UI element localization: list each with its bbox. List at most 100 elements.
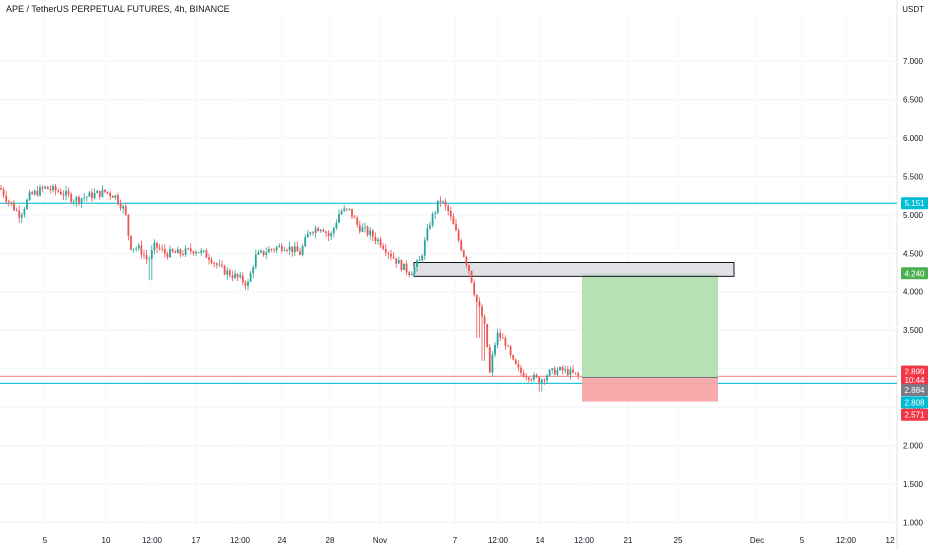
- candle-body: [62, 194, 65, 196]
- candle-body: [330, 233, 333, 237]
- candle-body: [343, 208, 346, 212]
- candle-body: [514, 359, 517, 365]
- candle-body: [109, 192, 112, 197]
- candle-body: [33, 190, 36, 195]
- price-tag-label: 5.151: [904, 199, 925, 208]
- candle-body: [174, 251, 177, 254]
- candle-body: [130, 235, 132, 250]
- candle-body: [416, 260, 418, 267]
- price-tag-label: 4.240: [904, 269, 925, 278]
- candle-body: [314, 228, 317, 234]
- candle-body: [457, 230, 460, 241]
- candle-body: [15, 210, 18, 212]
- candle-body: [483, 316, 486, 325]
- candle-body: [163, 248, 166, 254]
- candle-body: [488, 347, 491, 373]
- candle-body: [509, 346, 512, 355]
- candle-body: [325, 231, 327, 233]
- y-tick-label: 1.000: [903, 518, 924, 527]
- candle-body: [52, 186, 54, 191]
- candle-body: [379, 239, 382, 246]
- candle-body: [18, 210, 21, 218]
- candle-body: [189, 248, 192, 252]
- candle-body: [577, 373, 580, 376]
- candle-body: [520, 367, 522, 374]
- candle-body: [75, 197, 78, 202]
- candle-body: [26, 199, 28, 210]
- candle-body: [431, 213, 434, 226]
- candle-body: [408, 272, 411, 276]
- candle-body: [236, 273, 239, 278]
- candle-body: [387, 252, 390, 254]
- candle-body: [296, 246, 299, 252]
- candle-body: [468, 264, 470, 271]
- candle-body: [501, 337, 504, 339]
- candle-body: [327, 232, 330, 237]
- y-tick-label: 7.000: [903, 57, 924, 66]
- candle-body: [39, 187, 41, 196]
- candle-body: [65, 190, 67, 196]
- candle-body: [114, 195, 117, 198]
- candle-body: [413, 266, 416, 274]
- x-tick-label: Nov: [373, 536, 387, 545]
- candle-body: [291, 246, 294, 253]
- stop-zone: [582, 377, 718, 402]
- candle-body: [527, 377, 530, 380]
- currency-label: USDT: [902, 5, 924, 14]
- candle-body: [278, 245, 281, 248]
- candle-body: [533, 374, 535, 380]
- x-tick-label: 21: [624, 536, 633, 545]
- candle-body: [301, 246, 304, 255]
- zones: [413, 262, 735, 402]
- candle-body: [262, 250, 265, 255]
- candle-body: [265, 252, 268, 255]
- candle-body: [481, 306, 483, 317]
- candle-body: [525, 376, 528, 378]
- candle-body: [392, 256, 395, 259]
- candle-body: [176, 249, 179, 254]
- candle-body: [140, 245, 143, 255]
- candle-body: [218, 264, 221, 266]
- candle-body: [234, 273, 236, 278]
- candle-body: [179, 249, 182, 255]
- candle-body: [156, 242, 158, 248]
- candle-body: [403, 263, 405, 271]
- candle-body: [221, 264, 223, 266]
- candle-body: [93, 193, 96, 199]
- candle-body: [200, 250, 203, 253]
- candle-body: [72, 201, 75, 203]
- x-tick-label: 14: [536, 536, 545, 545]
- candle-body: [496, 332, 499, 345]
- candle-body: [244, 282, 247, 286]
- candle-body: [358, 224, 361, 232]
- candle-body: [517, 364, 520, 368]
- x-tick-label: 12:00: [230, 536, 251, 545]
- candle-body: [546, 375, 548, 381]
- candle-body: [280, 245, 283, 251]
- candle-body: [351, 208, 353, 217]
- candle-body: [299, 251, 301, 255]
- x-tick-label: 5: [800, 536, 805, 545]
- candle-body: [210, 259, 213, 264]
- candle-body: [124, 206, 127, 215]
- x-axis: 5 10 12:00 17 12:00 24 28 Nov 7 12:00 14 12:00 21 25 D…: [43, 536, 895, 545]
- candle-body: [80, 198, 83, 203]
- candle-body: [23, 209, 26, 215]
- candle-body: [104, 189, 106, 192]
- candle-body: [231, 275, 234, 278]
- candle-body: [143, 254, 145, 256]
- candle-body: [470, 270, 473, 283]
- candle-body: [439, 200, 442, 202]
- candle-body: [540, 379, 543, 383]
- candle-body: [5, 195, 8, 202]
- candle-body: [70, 194, 73, 202]
- candle-body: [148, 259, 151, 260]
- candle-body: [369, 230, 372, 235]
- candle-body: [135, 248, 138, 250]
- candle-body: [421, 255, 424, 261]
- x-tick-label: 12: [886, 536, 895, 545]
- candle-body: [512, 354, 515, 360]
- candle-body: [275, 247, 278, 251]
- candle-body: [478, 301, 481, 307]
